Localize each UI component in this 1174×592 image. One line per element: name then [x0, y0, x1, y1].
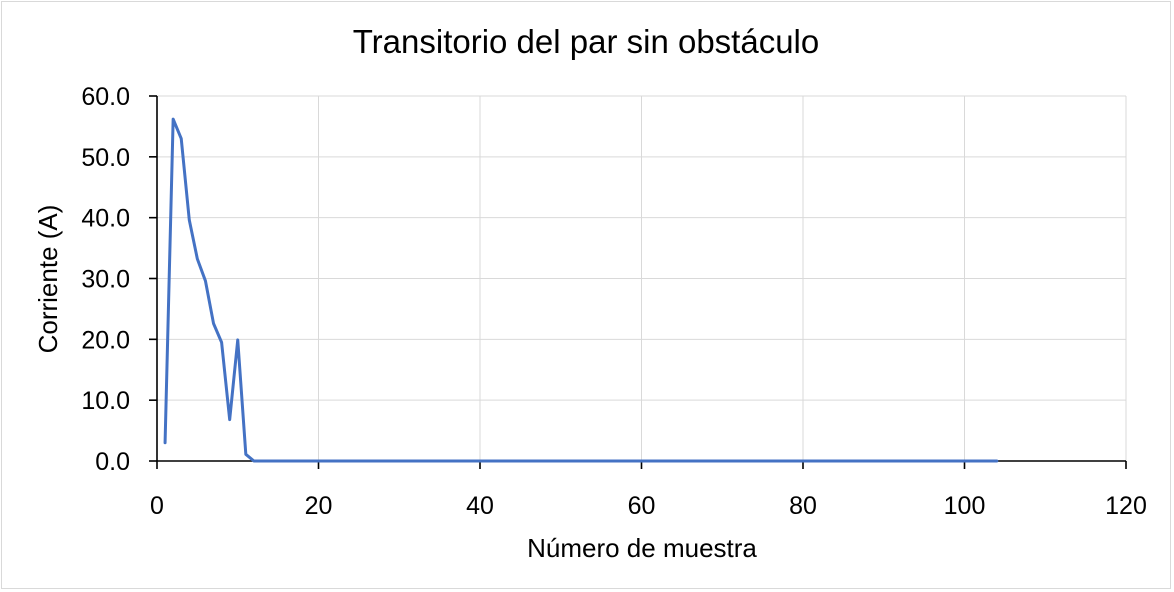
x-tick-label: 0 [150, 492, 164, 520]
x-tick-label: 120 [1105, 492, 1147, 520]
chart-title: Transitorio del par sin obstáculo [353, 23, 820, 60]
x-tick-label: 100 [944, 492, 986, 520]
x-axis-title: Número de muestra [527, 533, 757, 563]
y-tick-label: 40.0 [81, 205, 130, 233]
x-tick-label: 60 [628, 492, 656, 520]
y-tick-label: 10.0 [81, 387, 130, 415]
tick-labels: 0 20 40 60 80 100 120 0.0 10.0 20.0 30.0 40.0 50.0 60… [81, 83, 1147, 520]
series-line [163, 117, 999, 463]
series-layer [163, 117, 999, 463]
x-tick-label: 80 [789, 492, 817, 520]
y-tick-label: 0.0 [95, 448, 130, 476]
y-tick-label: 20.0 [81, 326, 130, 354]
y-axis-title: Corriente (A) [33, 205, 63, 354]
x-tick-label: 20 [305, 492, 333, 520]
y-tick-label: 50.0 [81, 144, 130, 172]
x-tick-label: 40 [466, 492, 494, 520]
y-tick-label: 30.0 [81, 266, 130, 294]
axes [149, 95, 1127, 469]
gridlines [157, 95, 1127, 461]
y-tick-label: 60.0 [81, 83, 130, 111]
